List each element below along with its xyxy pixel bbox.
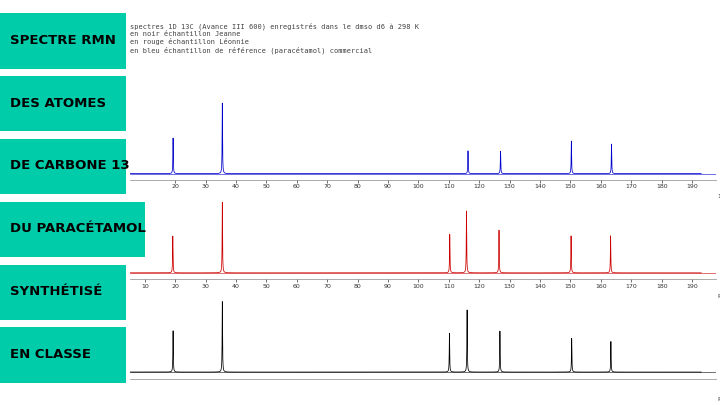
Text: SPECTRE RMN: SPECTRE RMN [10,34,116,47]
Text: DES ATOMES: DES ATOMES [10,97,107,110]
Text: ppm: ppm [718,396,720,401]
Bar [0,13,126,68]
Text: DU PARACÉTAMOL: DU PARACÉTAMOL [10,222,146,235]
Text: 12.95ppm: 12.95ppm [718,194,720,199]
Bar [0,139,126,194]
Bar [0,264,126,320]
Text: EN CLASSE: EN CLASSE [10,348,91,361]
Bar [0,327,126,383]
Text: DE CARBONE 13: DE CARBONE 13 [10,160,130,173]
Text: spectres 1D 13C (Avance III 600) enregistrés dans le dmso d6 à 298 K
en noir éch: spectres 1D 13C (Avance III 600) enregis… [130,22,418,54]
Bar [0,202,145,257]
Text: ppm: ppm [718,293,720,298]
Text: SYNTHÉTISÉ: SYNTHÉTISÉ [10,285,102,298]
Bar [0,76,126,131]
